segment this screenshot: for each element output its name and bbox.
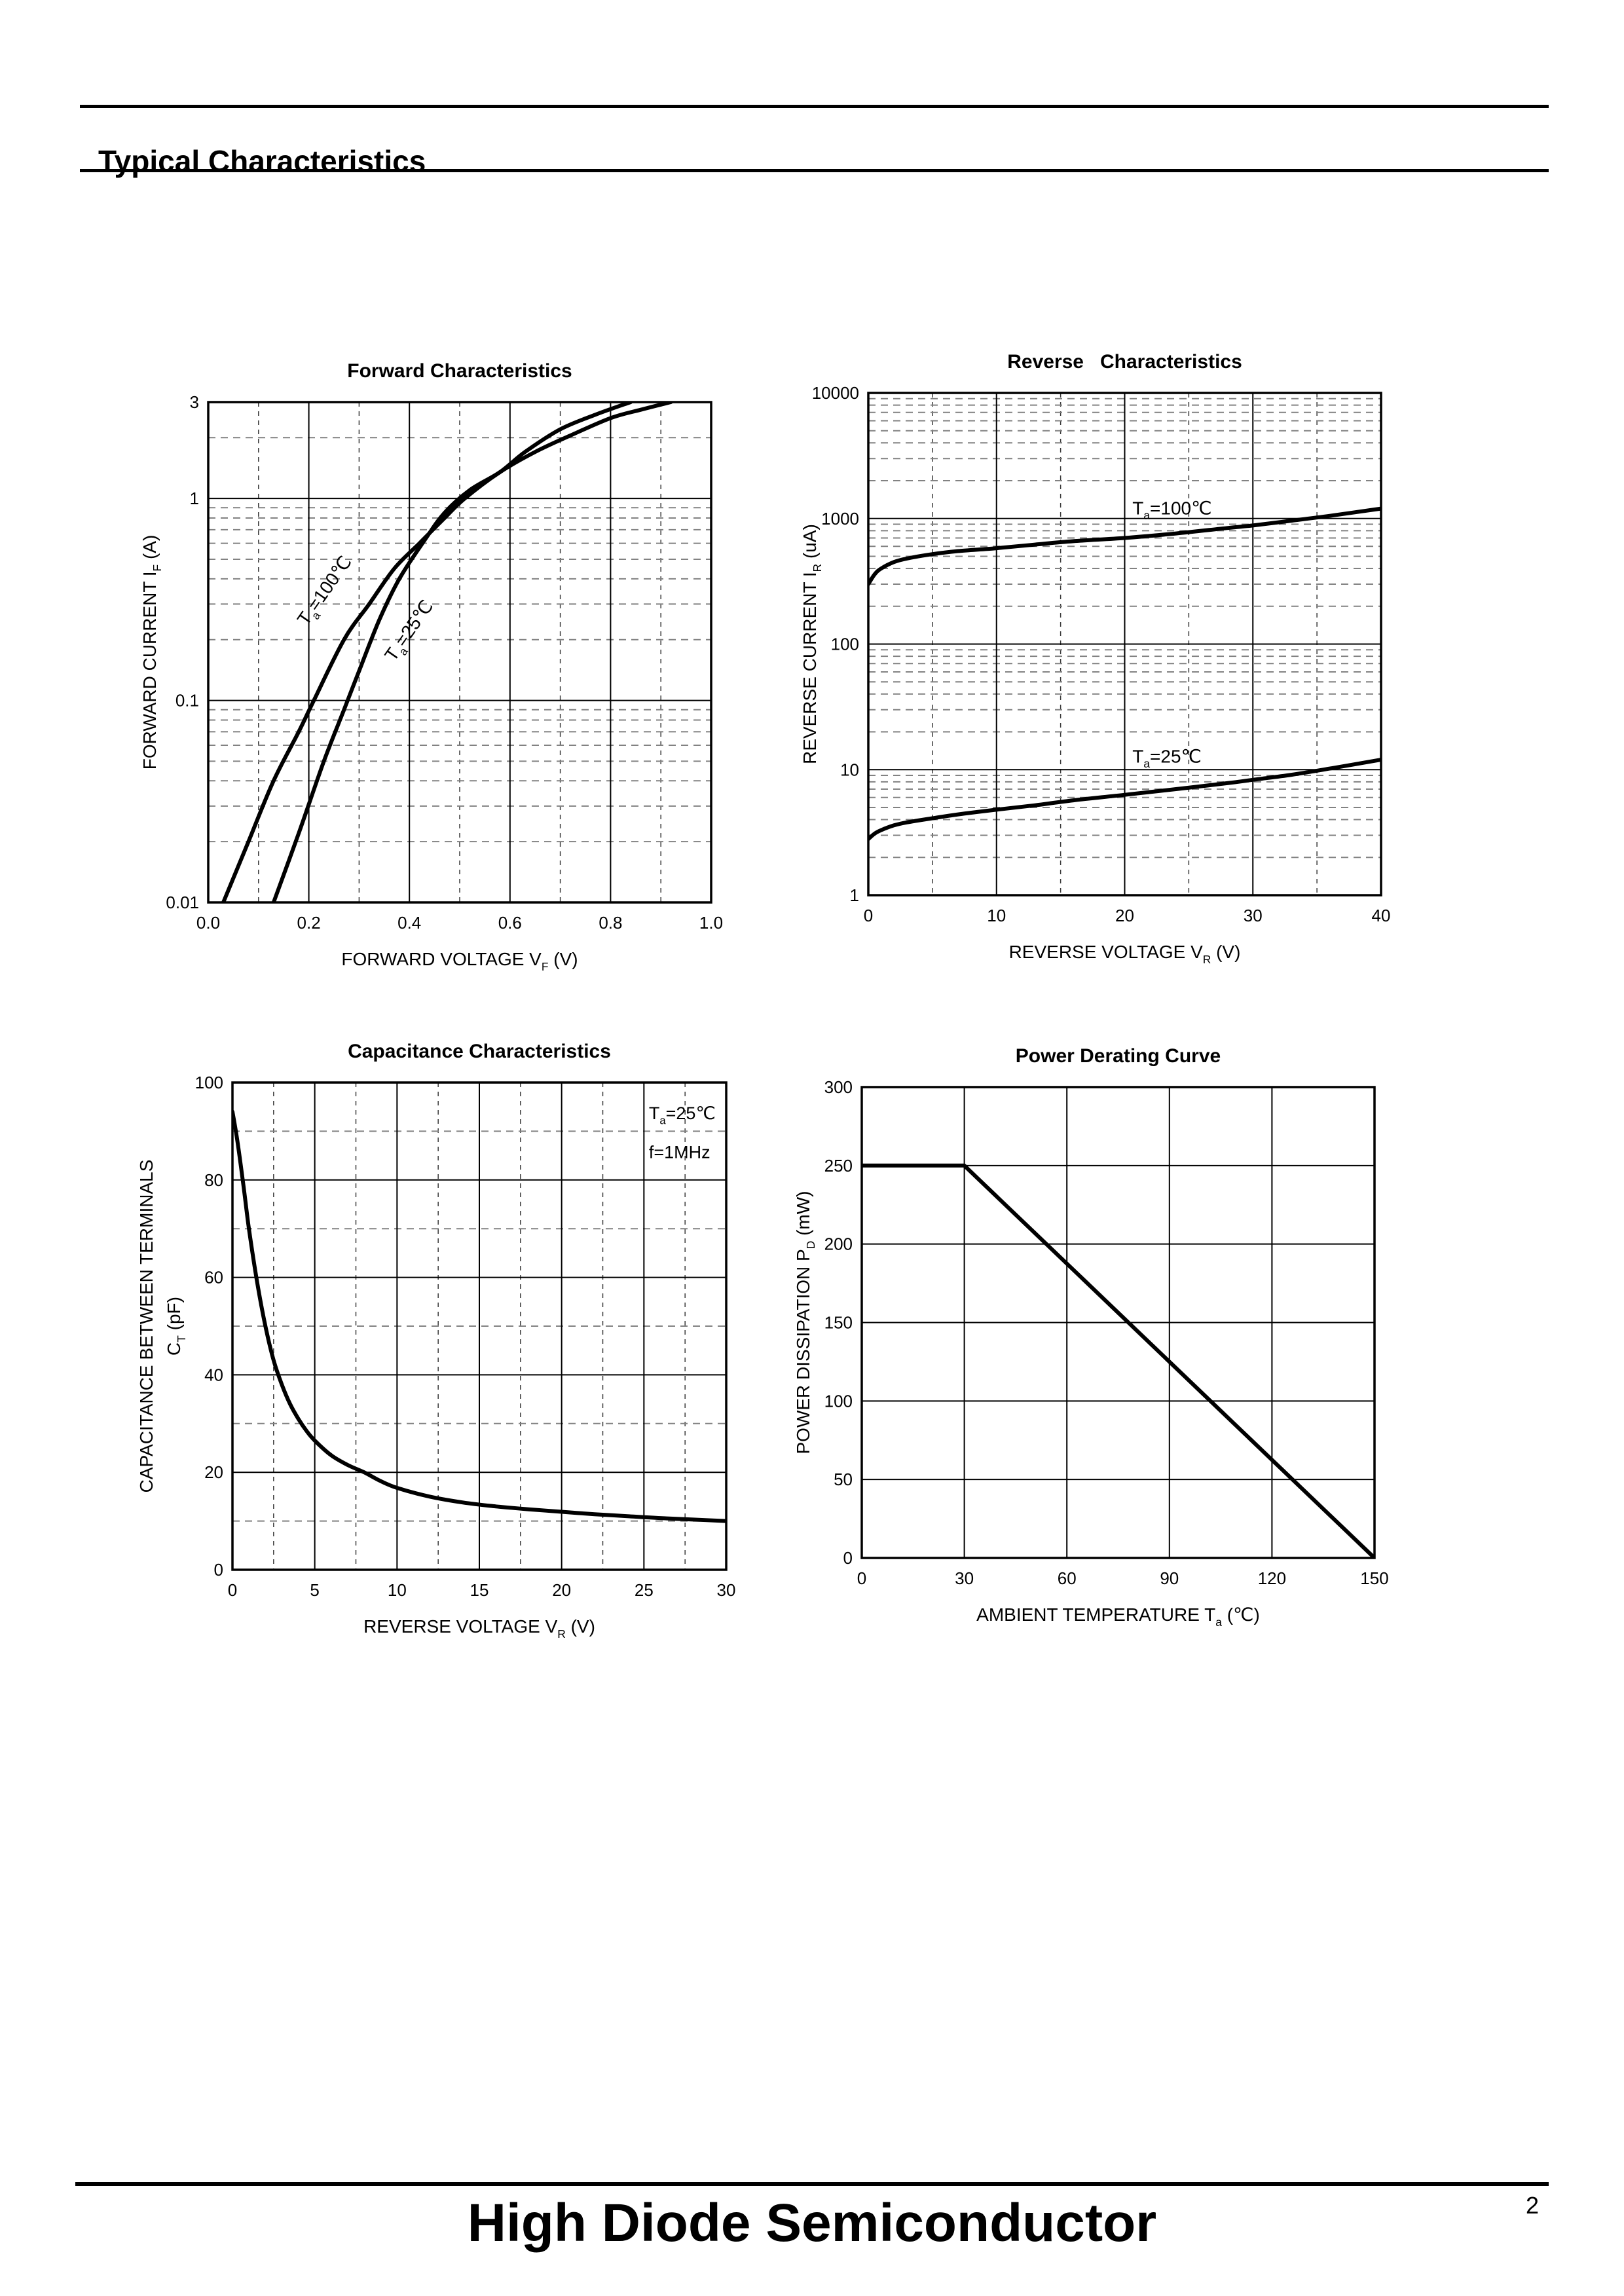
svg-text:Ta=25℃: Ta=25℃ <box>649 1103 716 1127</box>
footer-company: High Diode Semiconductor <box>467 2193 1157 2253</box>
svg-text:30: 30 <box>1244 906 1263 925</box>
svg-text:REVERSE VOLTAGE VR (V): REVERSE VOLTAGE VR (V) <box>363 1616 595 1640</box>
svg-text:250: 250 <box>824 1156 853 1176</box>
svg-text:5: 5 <box>310 1580 319 1600</box>
plot-frame <box>860 1086 1376 1559</box>
svg-text:100: 100 <box>824 1391 853 1411</box>
svg-text:80: 80 <box>204 1170 223 1190</box>
svg-text:150: 150 <box>824 1313 853 1333</box>
page-number: 2 <box>1525 2192 1539 2219</box>
svg-text:10: 10 <box>840 760 859 779</box>
svg-text:POWER DISSIPATION PD (mW): POWER DISSIPATION PD (mW) <box>793 1191 817 1454</box>
svg-text:0.8: 0.8 <box>599 913 622 933</box>
svg-text:300: 300 <box>824 1077 853 1097</box>
plot-frame <box>207 401 712 904</box>
svg-text:100: 100 <box>195 1073 223 1092</box>
svg-text:0.4: 0.4 <box>397 913 421 933</box>
header-rule-top <box>80 105 1549 108</box>
chart-forward-characteristics: Forward Characteristics 0.0 0.2 0.4 0.6 0.8 1.… <box>139 360 723 973</box>
svg-text:40: 40 <box>1372 906 1391 925</box>
svg-text:60: 60 <box>1058 1568 1077 1588</box>
svg-text:1000: 1000 <box>821 509 859 528</box>
footer-rule <box>75 2182 1549 2186</box>
svg-text:20: 20 <box>204 1462 223 1482</box>
curve-Ta=25C <box>868 758 1382 842</box>
plot-frame <box>231 1081 728 1571</box>
chart-capacitance-characteristics: Capacitance Characteristics 0 5 10 15 20 25 30 0… <box>136 1041 735 1640</box>
svg-text:0: 0 <box>857 1568 866 1588</box>
svg-text:3: 3 <box>190 392 199 412</box>
grid-major <box>862 1087 1375 1558</box>
svg-text:f=1MHz: f=1MHz <box>649 1142 710 1162</box>
chart-text: Capacitance Characteristics 0 5 10 15 20 25 30 0… <box>136 1041 735 1640</box>
svg-text:Capacitance Characteristics: Capacitance Characteristics <box>348 1041 611 1062</box>
svg-text:Forward Characteristics: Forward Characteristics <box>347 360 572 382</box>
svg-text:FORWARD CURRENT IF (A): FORWARD CURRENT IF (A) <box>139 535 164 770</box>
svg-text:20: 20 <box>552 1580 571 1600</box>
svg-text:FORWARD VOLTAGE VF (V): FORWARD VOLTAGE VF (V) <box>341 949 578 973</box>
curve-Ta=25C <box>271 401 633 903</box>
svg-text:40: 40 <box>204 1365 223 1384</box>
svg-text:1.0: 1.0 <box>699 913 723 933</box>
svg-text:Power Derating Curve: Power Derating Curve <box>1016 1045 1221 1067</box>
curve-CT <box>232 1109 727 1523</box>
svg-text:30: 30 <box>717 1580 736 1600</box>
svg-text:REVERSE CURRENT IR (uA): REVERSE CURRENT IR (uA) <box>800 524 824 764</box>
svg-text:0: 0 <box>214 1560 223 1580</box>
svg-text:90: 90 <box>1160 1568 1179 1588</box>
curves <box>868 506 1382 842</box>
svg-text:100: 100 <box>831 635 859 654</box>
svg-text:120: 120 <box>1258 1568 1286 1588</box>
plot-frame <box>867 392 1382 897</box>
svg-text:30: 30 <box>955 1568 974 1588</box>
svg-text:0: 0 <box>864 906 873 925</box>
svg-text:25: 25 <box>635 1580 654 1600</box>
svg-text:50: 50 <box>834 1470 853 1489</box>
curve-PD <box>861 1163 1375 1559</box>
svg-text:REVERSE VOLTAGE VR (V): REVERSE VOLTAGE VR (V) <box>1009 942 1241 966</box>
chart-text: Power Derating Curve 0 30 60 90 120 150 0 50 100 1… <box>793 1045 1389 1629</box>
svg-text:200: 200 <box>824 1234 853 1254</box>
chart-text: Reverse Characteristics 0 10 20 30 40 10000 100… <box>800 351 1390 966</box>
curves <box>861 1163 1375 1559</box>
grid-minor <box>208 402 711 902</box>
curves <box>232 1109 727 1523</box>
svg-text:Reverse Characteristics: Reverse Characteristics <box>1007 351 1242 373</box>
svg-text:1: 1 <box>850 885 859 905</box>
svg-text:CT (pF): CT (pF) <box>164 1297 188 1356</box>
grid-major <box>208 402 711 902</box>
svg-text:Ta=25℃: Ta=25℃ <box>380 597 440 667</box>
chart-reverse-characteristics: Reverse Characteristics 0 10 20 30 40 10000 100… <box>800 351 1390 966</box>
svg-text:0.01: 0.01 <box>166 893 199 912</box>
svg-text:0.1: 0.1 <box>175 691 199 711</box>
svg-text:AMBIENT TEMPERATURE Ta (℃): AMBIENT TEMPERATURE Ta (℃) <box>976 1604 1260 1629</box>
svg-text:20: 20 <box>1115 906 1134 925</box>
svg-text:Ta=100℃: Ta=100℃ <box>1132 498 1211 522</box>
svg-text:15: 15 <box>470 1580 489 1600</box>
svg-text:0: 0 <box>228 1580 237 1600</box>
svg-text:Ta=100℃: Ta=100℃ <box>293 552 359 631</box>
svg-text:10000: 10000 <box>812 383 859 403</box>
svg-text:CAPACITANCE BETWEEN TERMINALS: CAPACITANCE BETWEEN TERMINALS <box>136 1160 157 1493</box>
grid-major <box>232 1083 726 1570</box>
curves <box>221 401 673 903</box>
chart-power-derating: Power Derating Curve 0 30 60 90 120 150 0 50 100 1… <box>793 1045 1389 1629</box>
curve-Ta=100C <box>868 506 1382 586</box>
svg-text:10: 10 <box>388 1580 407 1600</box>
svg-text:0.0: 0.0 <box>196 913 220 933</box>
svg-text:Ta=25℃: Ta=25℃ <box>1132 746 1202 770</box>
chart-text: Forward Characteristics 0.0 0.2 0.4 0.6 0.8 1.… <box>139 360 723 973</box>
svg-text:10: 10 <box>987 906 1006 925</box>
curve-Ta=100C <box>221 401 673 903</box>
svg-text:0.6: 0.6 <box>498 913 522 933</box>
header-rule-bottom <box>80 169 1549 172</box>
svg-text:150: 150 <box>1360 1568 1388 1588</box>
svg-text:0: 0 <box>843 1548 853 1568</box>
svg-text:1: 1 <box>190 489 199 508</box>
svg-text:0.2: 0.2 <box>297 913 321 933</box>
svg-text:60: 60 <box>204 1268 223 1287</box>
